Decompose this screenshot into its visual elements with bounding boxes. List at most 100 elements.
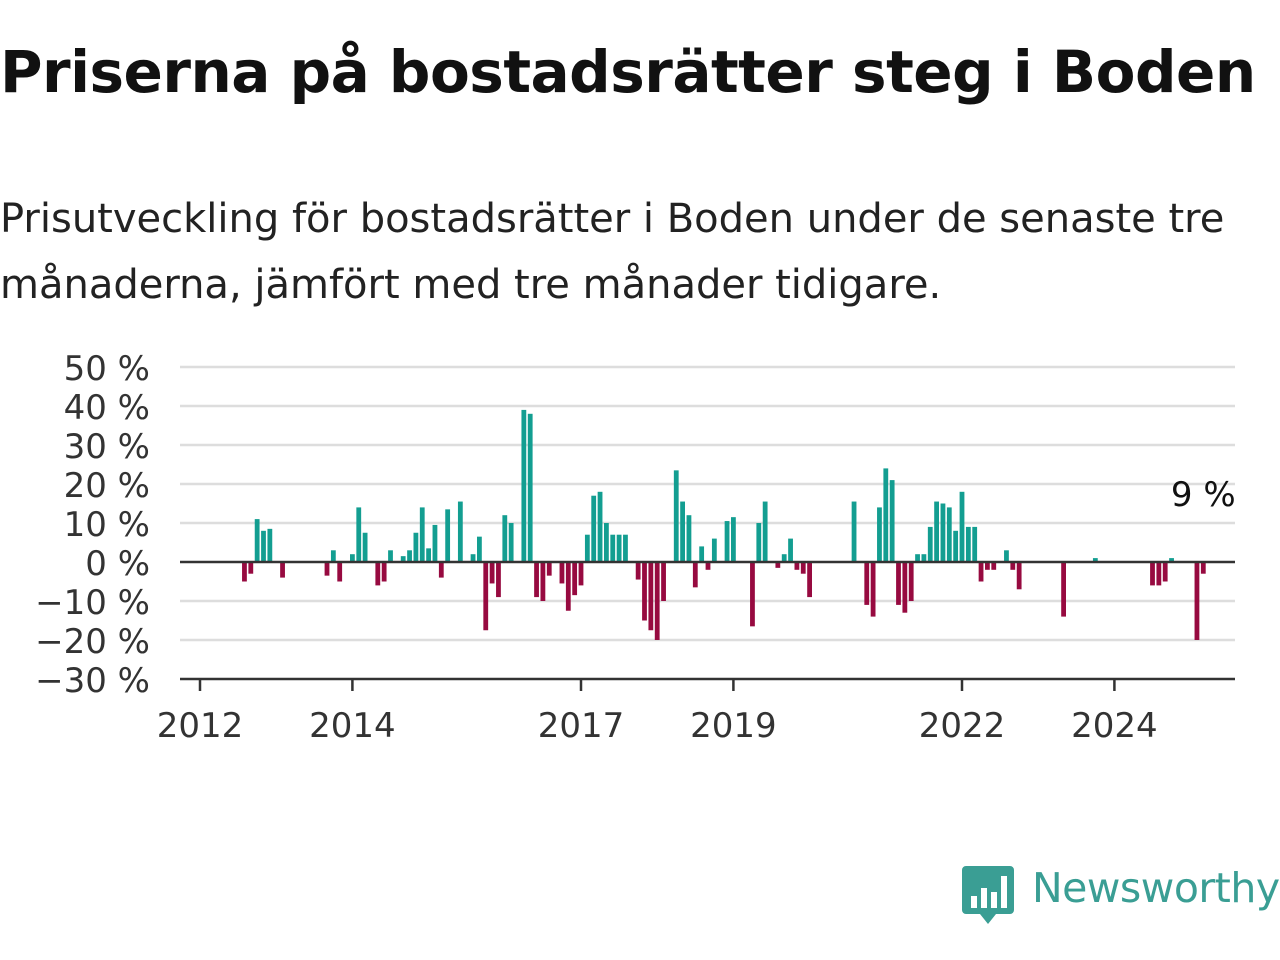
bar — [870, 562, 876, 617]
bar — [750, 562, 755, 627]
bar — [470, 554, 476, 562]
bar — [902, 562, 908, 613]
bar — [280, 562, 285, 578]
bar — [1150, 562, 1155, 586]
y-tick-label: 0 % — [85, 544, 150, 584]
bar — [508, 523, 514, 562]
bar — [419, 507, 425, 562]
bar — [908, 562, 914, 601]
bar — [940, 503, 946, 562]
bar — [654, 562, 660, 640]
bar — [724, 521, 730, 562]
bar — [1169, 558, 1174, 562]
bar — [692, 562, 698, 588]
annotation-label: 9 % — [1171, 475, 1236, 515]
bars — [242, 409, 1206, 640]
bar — [572, 562, 578, 596]
bar — [807, 562, 812, 598]
bar — [438, 562, 444, 578]
bar — [375, 562, 381, 586]
bar — [407, 550, 412, 562]
bar — [362, 532, 368, 562]
bar — [934, 501, 939, 562]
axes — [180, 560, 1235, 691]
bar — [242, 562, 247, 582]
bar — [483, 562, 489, 631]
bar — [356, 507, 362, 562]
gridlines — [180, 365, 1235, 642]
bar — [762, 501, 768, 562]
bar — [851, 501, 857, 562]
bar — [604, 523, 609, 562]
bar — [248, 562, 254, 574]
bar — [972, 526, 978, 562]
bar — [705, 562, 711, 570]
bar — [457, 501, 463, 562]
bar — [889, 480, 895, 562]
bar — [877, 507, 882, 562]
y-tick-label: 20 % — [64, 466, 150, 506]
chart-title: Priserna på bostadsrätter steg i Boden — [0, 38, 1256, 106]
bar — [800, 562, 806, 574]
bar — [896, 562, 901, 605]
bar — [502, 515, 508, 562]
bar — [445, 509, 451, 562]
bar — [584, 534, 590, 562]
x-tick-label: 2012 — [157, 706, 244, 746]
bar — [527, 413, 533, 562]
y-tick-label: −10 % — [35, 583, 150, 623]
y-tick-label: 40 % — [64, 388, 150, 428]
x-tick-label: 2019 — [690, 706, 777, 746]
bar — [781, 554, 787, 562]
bar — [261, 530, 266, 562]
bar — [673, 470, 679, 562]
bar — [559, 562, 565, 584]
bar — [927, 526, 933, 562]
bar — [477, 536, 482, 562]
bar — [686, 515, 692, 562]
bar — [540, 562, 546, 601]
bar — [965, 526, 971, 562]
y-axis-labels: 50 %40 %30 %20 %10 %0 %−10 %−20 %−30 % — [35, 349, 150, 701]
bar — [489, 562, 495, 584]
bar — [635, 562, 641, 580]
bar — [432, 524, 438, 562]
bar — [978, 562, 984, 582]
newsworthy-logo: Newsworthy — [962, 862, 1280, 926]
chart-subtitle: Prisutveckling för bostadsrätter i Boden… — [0, 196, 1225, 308]
bar — [775, 562, 781, 568]
bar — [915, 554, 920, 562]
bar — [496, 562, 501, 598]
bar — [1156, 562, 1162, 586]
bar — [597, 491, 603, 562]
bar — [946, 507, 952, 562]
bar — [959, 491, 965, 562]
bar — [731, 517, 736, 562]
annotation: 9 % — [1171, 475, 1236, 515]
bar — [1004, 550, 1009, 562]
bar — [1162, 562, 1168, 582]
bar — [794, 562, 800, 570]
x-axis-labels: 2012 2014 2017 2019 2022 2024 — [157, 706, 1158, 746]
brand-name: Newsworthy — [1032, 864, 1280, 912]
bar — [324, 562, 330, 576]
bar — [337, 562, 343, 582]
x-tick-label: 2017 — [538, 706, 625, 746]
bar — [1061, 562, 1066, 617]
bar — [388, 550, 393, 562]
bar — [699, 546, 705, 562]
bar — [267, 528, 273, 562]
y-tick-label: −20 % — [35, 622, 150, 662]
bar — [578, 562, 584, 586]
bar — [661, 562, 666, 601]
bar — [953, 530, 959, 562]
bar-chart: 50 %40 %30 %20 %10 %0 %−10 %−20 %−30 % 2… — [35, 349, 1236, 746]
bar — [985, 562, 990, 570]
bar — [381, 562, 387, 582]
bar — [1194, 562, 1200, 640]
bar — [921, 554, 927, 562]
y-tick-label: 50 % — [64, 349, 150, 389]
bar — [1016, 562, 1022, 590]
bar — [610, 534, 616, 562]
bar — [350, 554, 355, 562]
